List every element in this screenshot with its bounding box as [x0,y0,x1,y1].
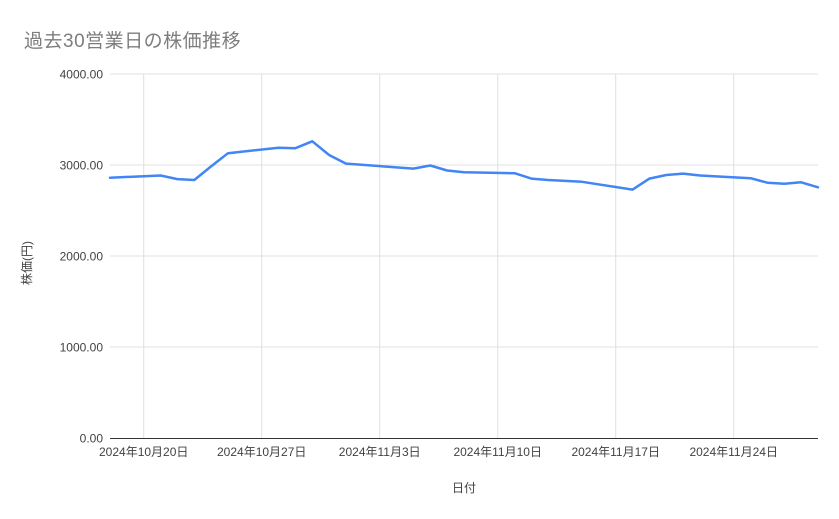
y-tick-label: 0.00 [80,432,104,446]
y-tick-label: 4000.00 [60,68,104,82]
x-tick-label: 2024年11月10日 [453,445,542,459]
x-axis-tick-labels: 2024年10月20日 2024年10月27日 2024年11月3日 2024年11月… [99,445,778,459]
x-tick-label: 2024年11月3日 [339,445,421,459]
price-line-series [108,140,820,191]
x-tick-label: 2024年11月17日 [571,445,660,459]
chart-title: 過去30営業日の株価推移 [24,31,242,52]
horizontal-gridlines [110,73,818,348]
y-axis-title: 株価(円) [19,241,34,285]
x-tick-label: 2024年10月20日 [99,445,188,459]
y-tick-label: 3000.00 [60,159,104,173]
x-tick-label: 2024年10月27日 [217,445,306,459]
vertical-gridlines [143,74,735,438]
x-tick-label: 2024年11月24日 [689,445,778,459]
y-tick-label: 1000.00 [60,341,104,355]
y-tick-label: 2000.00 [60,250,104,264]
x-axis-title: 日付 [452,481,476,495]
y-axis-tick-labels: 0.00 1000.00 2000.00 3000.00 4000.00 [60,68,104,446]
